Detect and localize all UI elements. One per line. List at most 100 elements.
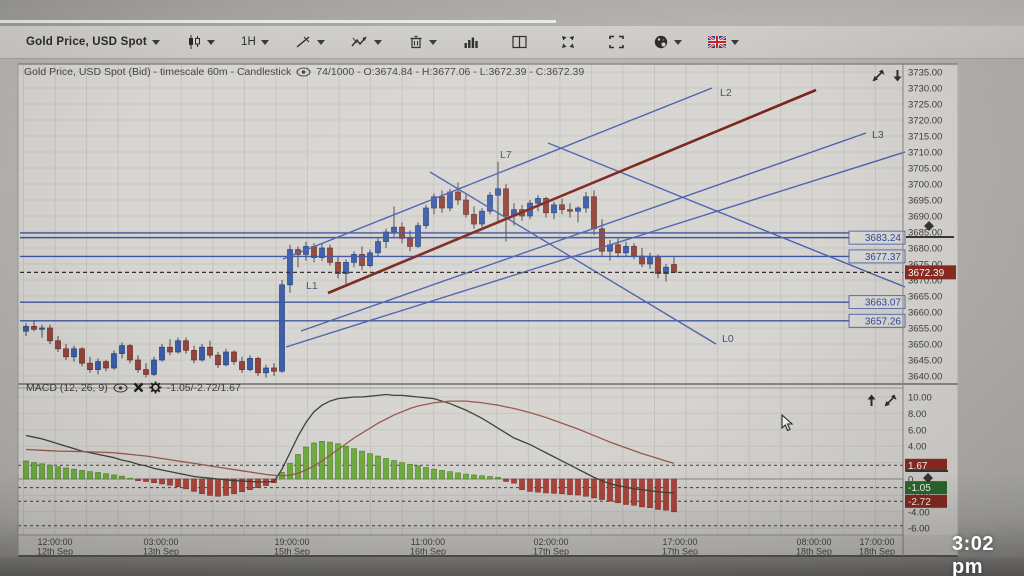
svg-text:3690.00: 3690.00 bbox=[908, 212, 942, 223]
timeframe-selector[interactable]: 1H bbox=[240, 36, 270, 48]
svg-text:3645.00: 3645.00 bbox=[908, 356, 942, 367]
svg-text:3677.37: 3677.37 bbox=[865, 252, 902, 263]
macd-header-row: MACD (12, 26, 9) -1.05/-2.72/1.67 bbox=[26, 381, 241, 394]
theme-palette-button[interactable] bbox=[653, 34, 683, 50]
svg-text:-6.00: -6.00 bbox=[908, 524, 930, 535]
svg-text:3650.00: 3650.00 bbox=[908, 340, 942, 351]
expand-panel-icon[interactable] bbox=[872, 69, 885, 82]
collapse-panel-arrow-icon[interactable] bbox=[892, 69, 903, 82]
timeframe-label: 1H bbox=[240, 36, 257, 48]
layout-grid-button[interactable] bbox=[511, 34, 528, 50]
trash-icon bbox=[410, 35, 422, 49]
expand-up-arrow-icon[interactable] bbox=[866, 394, 877, 407]
svg-text:3670.00: 3670.00 bbox=[908, 276, 942, 287]
chart-title-text: Gold Price, USD Spot (Bid) - timescale 6… bbox=[24, 66, 292, 78]
svg-text:L2: L2 bbox=[720, 87, 732, 99]
trendline-tool-button[interactable] bbox=[295, 34, 326, 50]
macd-values: -1.05/-2.72/1.67 bbox=[166, 381, 241, 394]
delete-tool-button[interactable] bbox=[408, 34, 438, 50]
svg-text:3683.24: 3683.24 bbox=[865, 233, 902, 244]
svg-text:3663.07: 3663.07 bbox=[865, 298, 902, 309]
chevron-down-icon bbox=[206, 39, 215, 45]
svg-text:L0: L0 bbox=[722, 333, 734, 345]
svg-text:3660.00: 3660.00 bbox=[908, 308, 942, 319]
chart-type-button[interactable] bbox=[186, 34, 215, 50]
svg-text:3735.00: 3735.00 bbox=[908, 68, 942, 79]
svg-text:3715.00: 3715.00 bbox=[908, 132, 942, 143]
chevron-down-icon bbox=[374, 39, 383, 45]
svg-text:12:00:00: 12:00:00 bbox=[37, 537, 72, 547]
chevron-down-icon bbox=[151, 39, 160, 45]
chart-toolbar: Gold Price, USD Spot 1H bbox=[0, 26, 1024, 59]
macd-axis-handle[interactable] bbox=[906, 470, 948, 483]
eye-icon[interactable] bbox=[296, 67, 311, 77]
gear-icon[interactable] bbox=[149, 381, 162, 394]
svg-text:10.00: 10.00 bbox=[908, 393, 932, 404]
svg-text:02:00:00: 02:00:00 bbox=[533, 537, 568, 547]
svg-text:8.00: 8.00 bbox=[908, 409, 927, 420]
svg-text:17:00:00: 17:00:00 bbox=[662, 537, 697, 547]
close-icon[interactable] bbox=[133, 382, 144, 393]
price-gridlines bbox=[18, 71, 903, 377]
snapshot-frame-button[interactable] bbox=[608, 34, 625, 50]
svg-text:3705.00: 3705.00 bbox=[908, 164, 942, 175]
svg-text:3720.00: 3720.00 bbox=[908, 116, 942, 127]
macd-panel-controls bbox=[866, 394, 897, 407]
macd-histogram bbox=[23, 440, 677, 513]
fullscreen-button[interactable] bbox=[560, 34, 576, 50]
svg-text:3655.00: 3655.00 bbox=[908, 324, 942, 335]
price-axis-labels[interactable]: 3735.00 3730.00 3725.00 3720.00 3715.00 3710.… bbox=[908, 68, 942, 383]
candlestick-icon bbox=[188, 35, 200, 49]
svg-text:03:00:00: 03:00:00 bbox=[143, 537, 178, 547]
pattern-tool-button[interactable] bbox=[351, 34, 383, 50]
svg-text:3695.00: 3695.00 bbox=[908, 196, 942, 207]
svg-text:3725.00: 3725.00 bbox=[908, 100, 942, 111]
frame-icon bbox=[609, 35, 624, 49]
volume-toggle-button[interactable] bbox=[463, 34, 479, 50]
svg-text:L1: L1 bbox=[306, 280, 318, 292]
price-axis-handle[interactable] bbox=[906, 221, 954, 238]
macd-axis-badges: 1.67 -1.05 -2.72 bbox=[905, 458, 947, 508]
uk-flag-icon bbox=[708, 36, 727, 48]
svg-text:08:00:00: 08:00:00 bbox=[796, 537, 831, 547]
svg-text:4.00: 4.00 bbox=[908, 442, 927, 453]
svg-text:L3: L3 bbox=[872, 129, 884, 141]
svg-text:17th Sep: 17th Sep bbox=[533, 547, 569, 557]
svg-text:19:00:00: 19:00:00 bbox=[274, 537, 309, 547]
eye-icon[interactable] bbox=[113, 382, 128, 393]
svg-text:3680.00: 3680.00 bbox=[908, 244, 942, 255]
svg-text:3665.00: 3665.00 bbox=[908, 292, 942, 303]
symbol-selector[interactable]: Gold Price, USD Spot bbox=[26, 36, 160, 48]
svg-text:17th Sep: 17th Sep bbox=[662, 547, 698, 557]
chevron-down-icon bbox=[731, 39, 740, 45]
macd-signal-line bbox=[25, 400, 675, 477]
svg-text:3675.00: 3675.00 bbox=[908, 260, 942, 271]
vertical-gridlines bbox=[23, 64, 876, 535]
expand-panel-icon[interactable] bbox=[884, 394, 897, 407]
candles bbox=[23, 161, 677, 378]
svg-text:L7: L7 bbox=[500, 149, 512, 161]
svg-text:-1.05: -1.05 bbox=[908, 483, 931, 494]
fullscreen-expand-icon bbox=[562, 36, 575, 48]
panel-borders bbox=[17, 63, 959, 557]
price-lines[interactable]: 3683.24 3677.37 3663.07 3657.26 bbox=[20, 230, 906, 328]
mouse-cursor bbox=[781, 414, 794, 432]
chevron-down-icon bbox=[429, 39, 438, 45]
svg-text:6.00: 6.00 bbox=[908, 425, 927, 436]
svg-text:11:00:00: 11:00:00 bbox=[411, 537, 445, 547]
svg-text:3700.00: 3700.00 bbox=[908, 180, 942, 191]
svg-text:3672.39: 3672.39 bbox=[908, 268, 945, 279]
trend-lines[interactable]: L2 L3 L0 L7 L1 bbox=[282, 87, 906, 348]
screen-glare bbox=[0, 20, 556, 23]
layout-grid-icon bbox=[512, 35, 527, 49]
palette-icon bbox=[654, 35, 668, 49]
language-selector[interactable] bbox=[708, 36, 740, 48]
svg-text:18th Sep: 18th Sep bbox=[859, 547, 895, 557]
svg-text:17:00:00: 17:00:00 bbox=[859, 537, 894, 547]
volume-bars-icon bbox=[464, 37, 478, 48]
svg-text:-4.00: -4.00 bbox=[908, 507, 930, 518]
svg-text:3730.00: 3730.00 bbox=[908, 84, 942, 95]
